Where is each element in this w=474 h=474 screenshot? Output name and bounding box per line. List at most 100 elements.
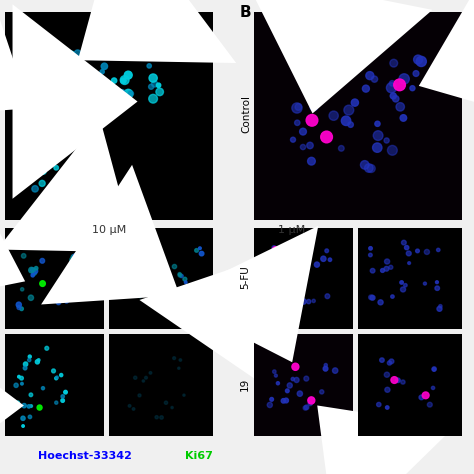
Circle shape — [77, 250, 82, 255]
Circle shape — [100, 70, 104, 74]
Circle shape — [271, 291, 274, 294]
Circle shape — [325, 249, 328, 253]
Circle shape — [373, 131, 383, 140]
Circle shape — [124, 89, 133, 98]
Circle shape — [304, 405, 309, 410]
Circle shape — [31, 67, 37, 73]
Circle shape — [74, 50, 81, 56]
Circle shape — [332, 368, 338, 374]
Circle shape — [54, 165, 58, 170]
Circle shape — [28, 355, 31, 358]
Circle shape — [314, 49, 322, 57]
Circle shape — [137, 292, 141, 296]
Circle shape — [45, 346, 49, 350]
Circle shape — [152, 81, 158, 87]
Circle shape — [387, 361, 392, 365]
Circle shape — [134, 376, 137, 379]
Circle shape — [310, 103, 318, 111]
Circle shape — [56, 89, 61, 93]
Circle shape — [401, 287, 406, 292]
Circle shape — [321, 64, 329, 72]
Circle shape — [367, 164, 375, 173]
Circle shape — [64, 293, 68, 297]
Circle shape — [351, 99, 358, 106]
Circle shape — [145, 376, 147, 379]
Circle shape — [410, 86, 415, 91]
Circle shape — [424, 249, 429, 255]
Circle shape — [22, 403, 26, 408]
Circle shape — [142, 258, 146, 262]
Circle shape — [169, 307, 173, 310]
Circle shape — [308, 397, 315, 404]
Circle shape — [156, 83, 161, 88]
Circle shape — [325, 294, 330, 299]
Circle shape — [55, 377, 58, 380]
Circle shape — [37, 359, 40, 361]
Circle shape — [61, 298, 64, 302]
Circle shape — [28, 295, 34, 301]
Circle shape — [369, 246, 372, 250]
Circle shape — [195, 248, 199, 252]
Circle shape — [76, 70, 85, 79]
Circle shape — [366, 72, 374, 80]
Circle shape — [52, 190, 59, 197]
Circle shape — [414, 55, 422, 64]
Circle shape — [130, 258, 132, 261]
Circle shape — [180, 274, 183, 278]
Circle shape — [341, 116, 351, 126]
Circle shape — [21, 254, 26, 258]
Circle shape — [23, 366, 27, 370]
Circle shape — [30, 175, 34, 180]
Circle shape — [326, 35, 331, 41]
Circle shape — [132, 408, 135, 410]
Circle shape — [307, 142, 313, 149]
Circle shape — [77, 84, 84, 91]
Circle shape — [125, 97, 132, 103]
Circle shape — [55, 401, 58, 404]
Circle shape — [396, 102, 404, 111]
Circle shape — [199, 251, 204, 256]
Circle shape — [21, 416, 25, 420]
Circle shape — [43, 144, 49, 150]
Circle shape — [169, 305, 172, 308]
Circle shape — [97, 111, 107, 120]
Text: Ki67: Ki67 — [185, 451, 213, 461]
Circle shape — [432, 367, 436, 371]
Circle shape — [384, 372, 390, 377]
Circle shape — [308, 157, 315, 165]
Circle shape — [294, 120, 300, 126]
Circle shape — [391, 377, 398, 383]
Circle shape — [87, 85, 92, 90]
Circle shape — [389, 359, 394, 364]
Circle shape — [60, 374, 63, 377]
Circle shape — [130, 287, 134, 292]
Circle shape — [183, 394, 185, 396]
Circle shape — [328, 258, 332, 262]
Circle shape — [22, 425, 24, 427]
Circle shape — [101, 63, 108, 70]
Circle shape — [373, 143, 382, 152]
Circle shape — [306, 86, 312, 92]
Circle shape — [401, 380, 405, 384]
Circle shape — [282, 270, 286, 274]
Circle shape — [59, 55, 64, 61]
Circle shape — [138, 294, 141, 298]
Circle shape — [69, 51, 74, 57]
Circle shape — [73, 108, 79, 113]
Circle shape — [384, 266, 389, 271]
Circle shape — [178, 367, 180, 369]
Circle shape — [387, 146, 397, 155]
Circle shape — [66, 86, 73, 92]
Circle shape — [431, 386, 435, 390]
Circle shape — [266, 302, 270, 306]
Circle shape — [344, 105, 354, 115]
Circle shape — [203, 293, 206, 297]
Circle shape — [267, 402, 273, 408]
Circle shape — [321, 131, 332, 143]
Circle shape — [120, 228, 123, 231]
Circle shape — [161, 281, 165, 285]
Circle shape — [131, 277, 135, 281]
Circle shape — [17, 306, 21, 310]
Circle shape — [300, 128, 306, 135]
Circle shape — [386, 82, 397, 93]
